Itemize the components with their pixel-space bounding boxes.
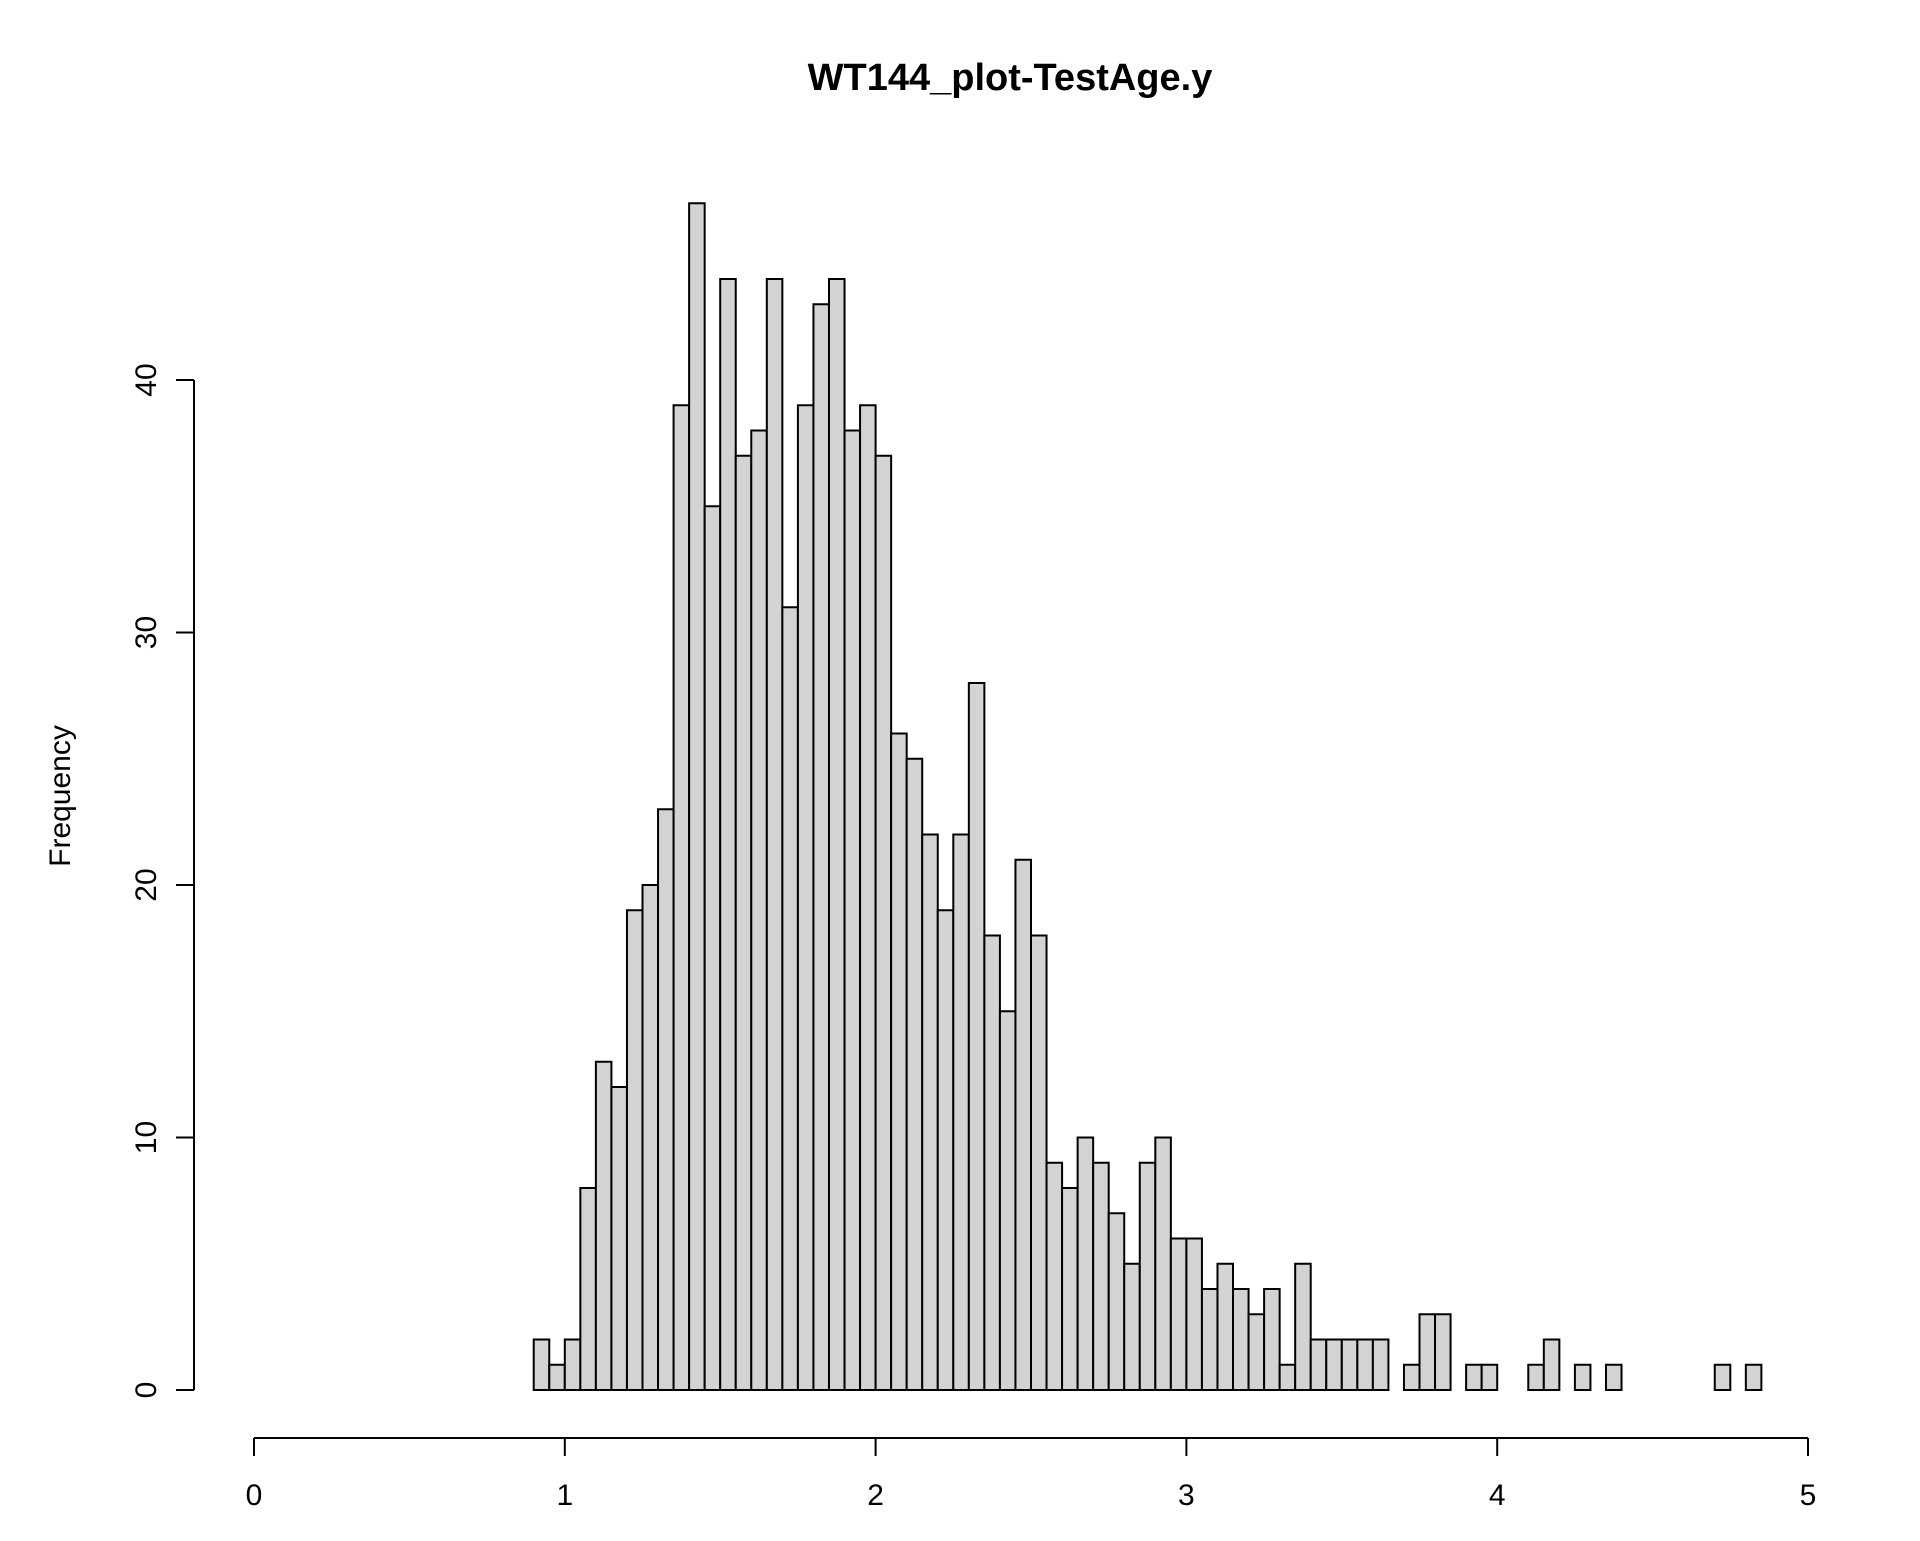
histogram-bar xyxy=(1123,1262,1141,1391)
y-tick-label: 30 xyxy=(130,616,163,649)
histogram-bar xyxy=(890,732,908,1391)
histogram-bar xyxy=(548,1363,566,1391)
histogram-bar xyxy=(1107,1212,1126,1391)
x-tick-label: 3 xyxy=(1178,1479,1195,1512)
histogram-bar xyxy=(532,1338,551,1391)
histogram-bar xyxy=(563,1338,582,1391)
histogram-bar xyxy=(625,909,644,1391)
histogram-bar xyxy=(703,505,722,1391)
histogram-bar xyxy=(1294,1262,1312,1391)
histogram-bar xyxy=(1216,1262,1235,1391)
histogram-bar xyxy=(1061,1187,1079,1391)
histogram-bar xyxy=(765,278,784,1391)
histogram-bar xyxy=(1185,1237,1203,1391)
histogram-bar xyxy=(1169,1237,1188,1391)
histogram-bar xyxy=(796,404,815,1391)
histogram-bar xyxy=(1604,1363,1623,1391)
histogram-bar xyxy=(1713,1363,1732,1391)
histogram-bar xyxy=(1200,1288,1219,1391)
histogram-bar xyxy=(1138,1161,1157,1391)
histogram-bar xyxy=(1573,1363,1592,1391)
histogram-bar xyxy=(1542,1338,1561,1391)
x-axis: 0 1 2 3 4 5 xyxy=(246,1437,1817,1512)
chart-title: WT144_plot-TestAge.y xyxy=(808,57,1213,99)
histogram-bar xyxy=(1371,1338,1390,1391)
histogram-bar xyxy=(750,429,768,1391)
y-axis: 0 10 20 30 40 xyxy=(130,363,195,1399)
histogram-bar xyxy=(827,278,846,1391)
histogram-bar xyxy=(1527,1363,1545,1391)
histogram-bar xyxy=(905,757,924,1391)
y-tick-label: 40 xyxy=(130,363,163,396)
histogram-bar xyxy=(874,454,893,1391)
histogram-bar xyxy=(688,202,706,1391)
y-tick-label: 0 xyxy=(130,1382,163,1399)
x-tick-label: 1 xyxy=(556,1479,573,1512)
histogram-bar xyxy=(1092,1161,1110,1391)
y-tick-label: 10 xyxy=(130,1121,163,1154)
histogram-bar xyxy=(1030,934,1048,1391)
histogram-bar xyxy=(1309,1338,1328,1391)
x-tick-label: 0 xyxy=(246,1479,263,1512)
histogram-bar xyxy=(983,934,1001,1391)
histogram-bar xyxy=(1356,1338,1374,1391)
histogram-bar xyxy=(1465,1363,1483,1391)
histogram-bar xyxy=(719,278,737,1391)
bars-group xyxy=(532,202,1763,1391)
histogram-bar xyxy=(641,884,660,1391)
histogram-bar xyxy=(1340,1338,1359,1391)
histogram-bar xyxy=(1744,1363,1763,1391)
histogram-bar xyxy=(610,1086,628,1391)
histogram-bar xyxy=(952,833,970,1391)
histogram-bar xyxy=(1402,1363,1421,1391)
histogram-bar xyxy=(1247,1313,1266,1391)
x-tick-label: 2 xyxy=(867,1479,884,1512)
histogram-bar xyxy=(1154,1136,1172,1391)
histogram-bar xyxy=(998,1010,1017,1391)
histogram-bar xyxy=(859,404,877,1391)
histogram-bar xyxy=(672,404,691,1391)
histogram-bar xyxy=(843,429,862,1391)
histogram-bar xyxy=(734,454,753,1391)
histogram-bar xyxy=(579,1187,597,1391)
histogram-bar xyxy=(594,1060,613,1391)
y-axis-label: Frequency xyxy=(44,725,77,867)
histogram-bar xyxy=(812,303,830,1391)
histogram-bar xyxy=(1045,1161,1064,1391)
histogram-bar xyxy=(657,808,675,1391)
histogram-bar xyxy=(1325,1338,1343,1391)
histogram-bar xyxy=(1076,1136,1095,1391)
histogram-bar xyxy=(1434,1313,1452,1391)
histogram-bar xyxy=(1232,1288,1250,1391)
histogram-bar xyxy=(1278,1363,1297,1391)
histogram-bar xyxy=(967,682,986,1391)
x-tick-label: 4 xyxy=(1489,1479,1506,1512)
x-tick-label: 5 xyxy=(1800,1479,1817,1512)
y-tick-label: 20 xyxy=(130,868,163,901)
histogram-bar xyxy=(1263,1288,1281,1391)
histogram-bar xyxy=(921,833,939,1391)
histogram-bar xyxy=(781,606,799,1391)
histogram-bar xyxy=(1418,1313,1437,1391)
histogram-bar xyxy=(936,909,955,1391)
histogram-bar xyxy=(1014,858,1033,1391)
histogram-bar xyxy=(1480,1363,1499,1391)
